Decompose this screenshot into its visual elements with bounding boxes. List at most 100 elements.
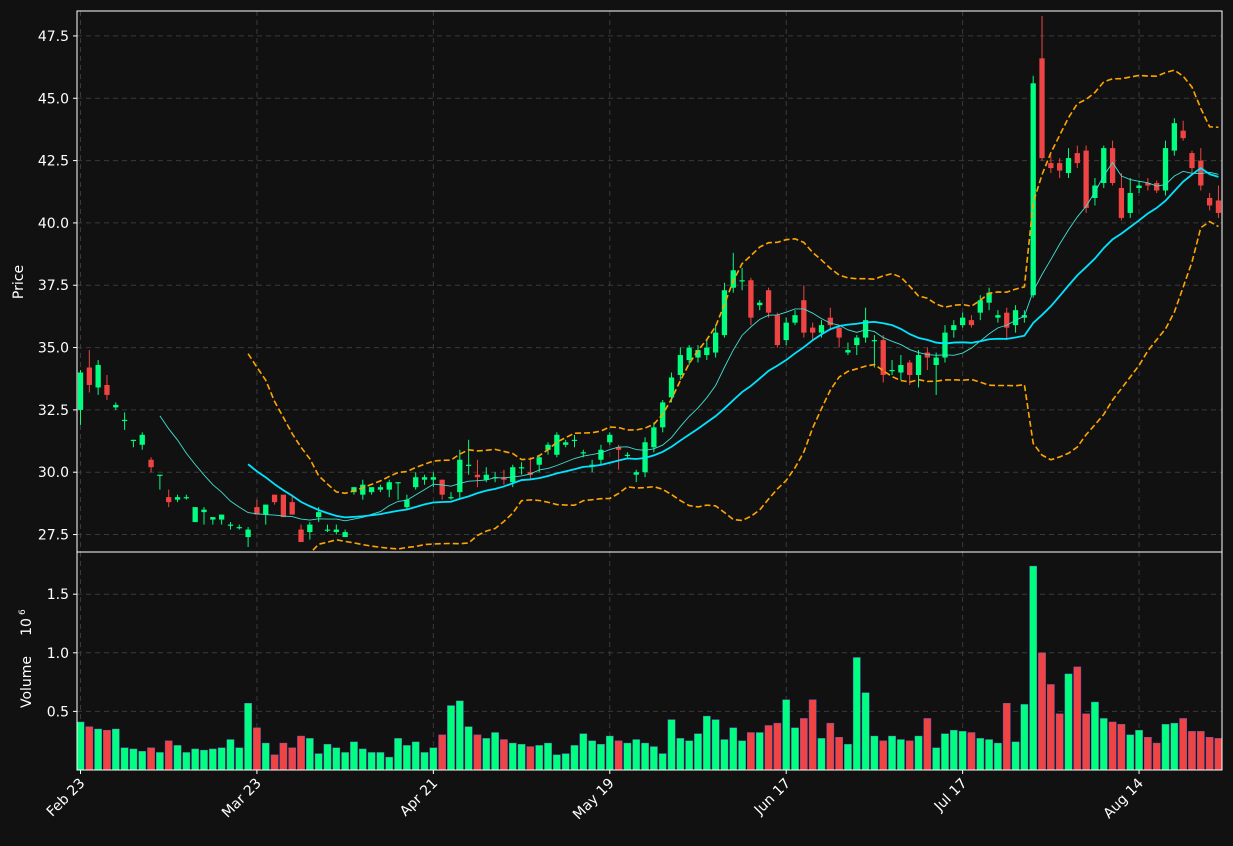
indicator-overlays [159,69,1219,552]
candle-body [1083,150,1089,208]
price-tick-label: 45.0 [38,91,69,107]
candle-body [598,449,604,460]
candle-body [721,290,728,336]
candle-body [77,372,84,410]
candle-body [121,419,128,422]
candle-body [527,472,534,475]
volume-axis-exponent: 10 6 [18,609,35,636]
volume-bar [306,738,314,770]
volume-bar [173,745,182,770]
volume-bar [817,738,826,770]
volume-bar [332,747,341,770]
candle-body [1162,148,1169,191]
volume-bar [138,751,147,770]
volume-bar [270,754,279,770]
exponent-power: 6 [18,609,28,615]
candle-body [483,474,489,480]
volume-bar [888,735,896,770]
volume-bar [129,748,138,770]
volume-bar [720,739,729,770]
candle-body [1118,188,1125,218]
volume-bar [605,735,614,770]
candle-body [1074,153,1080,164]
candle-body [536,457,542,465]
volume-bar [323,744,332,770]
volume-bar [861,692,870,770]
volume-bar [103,729,111,770]
candle-body [668,377,675,398]
candle-body [316,512,322,518]
volume-bar [852,657,861,770]
volume-bar [702,715,711,770]
candle-body [474,474,481,478]
volume-bar [1170,722,1179,770]
candle-body [360,484,366,495]
volume-bar [244,702,252,770]
price-tick-label: 27.5 [38,528,69,544]
volume-bar [1205,736,1214,770]
candle-body [624,454,631,456]
volume-bar [447,705,455,770]
candle-body [783,322,789,341]
candle-body [377,487,384,490]
volume-bar [976,738,985,770]
volume-bar [235,747,244,770]
volume-bar [967,732,976,770]
candle-body [157,474,163,476]
volume-bar [438,734,446,770]
volume-bar [914,735,923,770]
candle-body [113,404,119,408]
volume-bar [455,700,464,770]
volume-bar [77,721,85,770]
candle-body [174,497,181,500]
candle-body [1039,58,1045,159]
volume-tick-label: 1.5 [47,587,69,603]
candle-body [695,350,701,358]
candle-body [730,270,736,288]
volume-bar [120,747,129,770]
candle-body [1004,312,1010,328]
volume-bar [1038,652,1046,770]
volume-bar [650,746,658,770]
volume-bar [358,748,367,770]
candle-body [862,320,869,338]
candle-body [201,509,207,513]
candle-body [827,317,833,326]
volume-bar [694,733,702,770]
candle-body [1136,185,1142,189]
candle-body [192,507,198,523]
candle-body [854,337,860,346]
candle-body [1012,310,1019,326]
volume-bar [1082,713,1090,770]
candle-body [457,459,463,493]
volume-bar [579,733,588,770]
candle-body [368,487,375,493]
volume-bar [1188,731,1196,770]
volume-bar [641,742,649,770]
candle-body [86,367,92,385]
volume-bar [1135,729,1143,770]
candle-body [95,365,101,388]
candle-body [977,300,983,313]
volume-bar [1073,666,1082,770]
candle-body [501,477,507,480]
volume-bar [394,738,402,770]
candle-body [845,350,851,353]
volume-bar [994,742,1002,770]
volume-bar [156,752,164,770]
candle-body [227,524,234,526]
candle-body [404,499,410,508]
volume-bar [667,719,676,770]
volume-bar [1064,673,1073,770]
candle-body [1215,200,1222,213]
candle-body [545,444,551,450]
candle-body [880,340,886,375]
candle-body [421,477,428,480]
candle-body [933,357,939,366]
volume-bar [738,740,746,770]
price-panel-background [77,11,1222,552]
price-tick-label: 35.0 [38,341,69,357]
volume-bar [1161,724,1170,770]
candle-body [104,384,110,395]
volume-bar [217,747,226,770]
